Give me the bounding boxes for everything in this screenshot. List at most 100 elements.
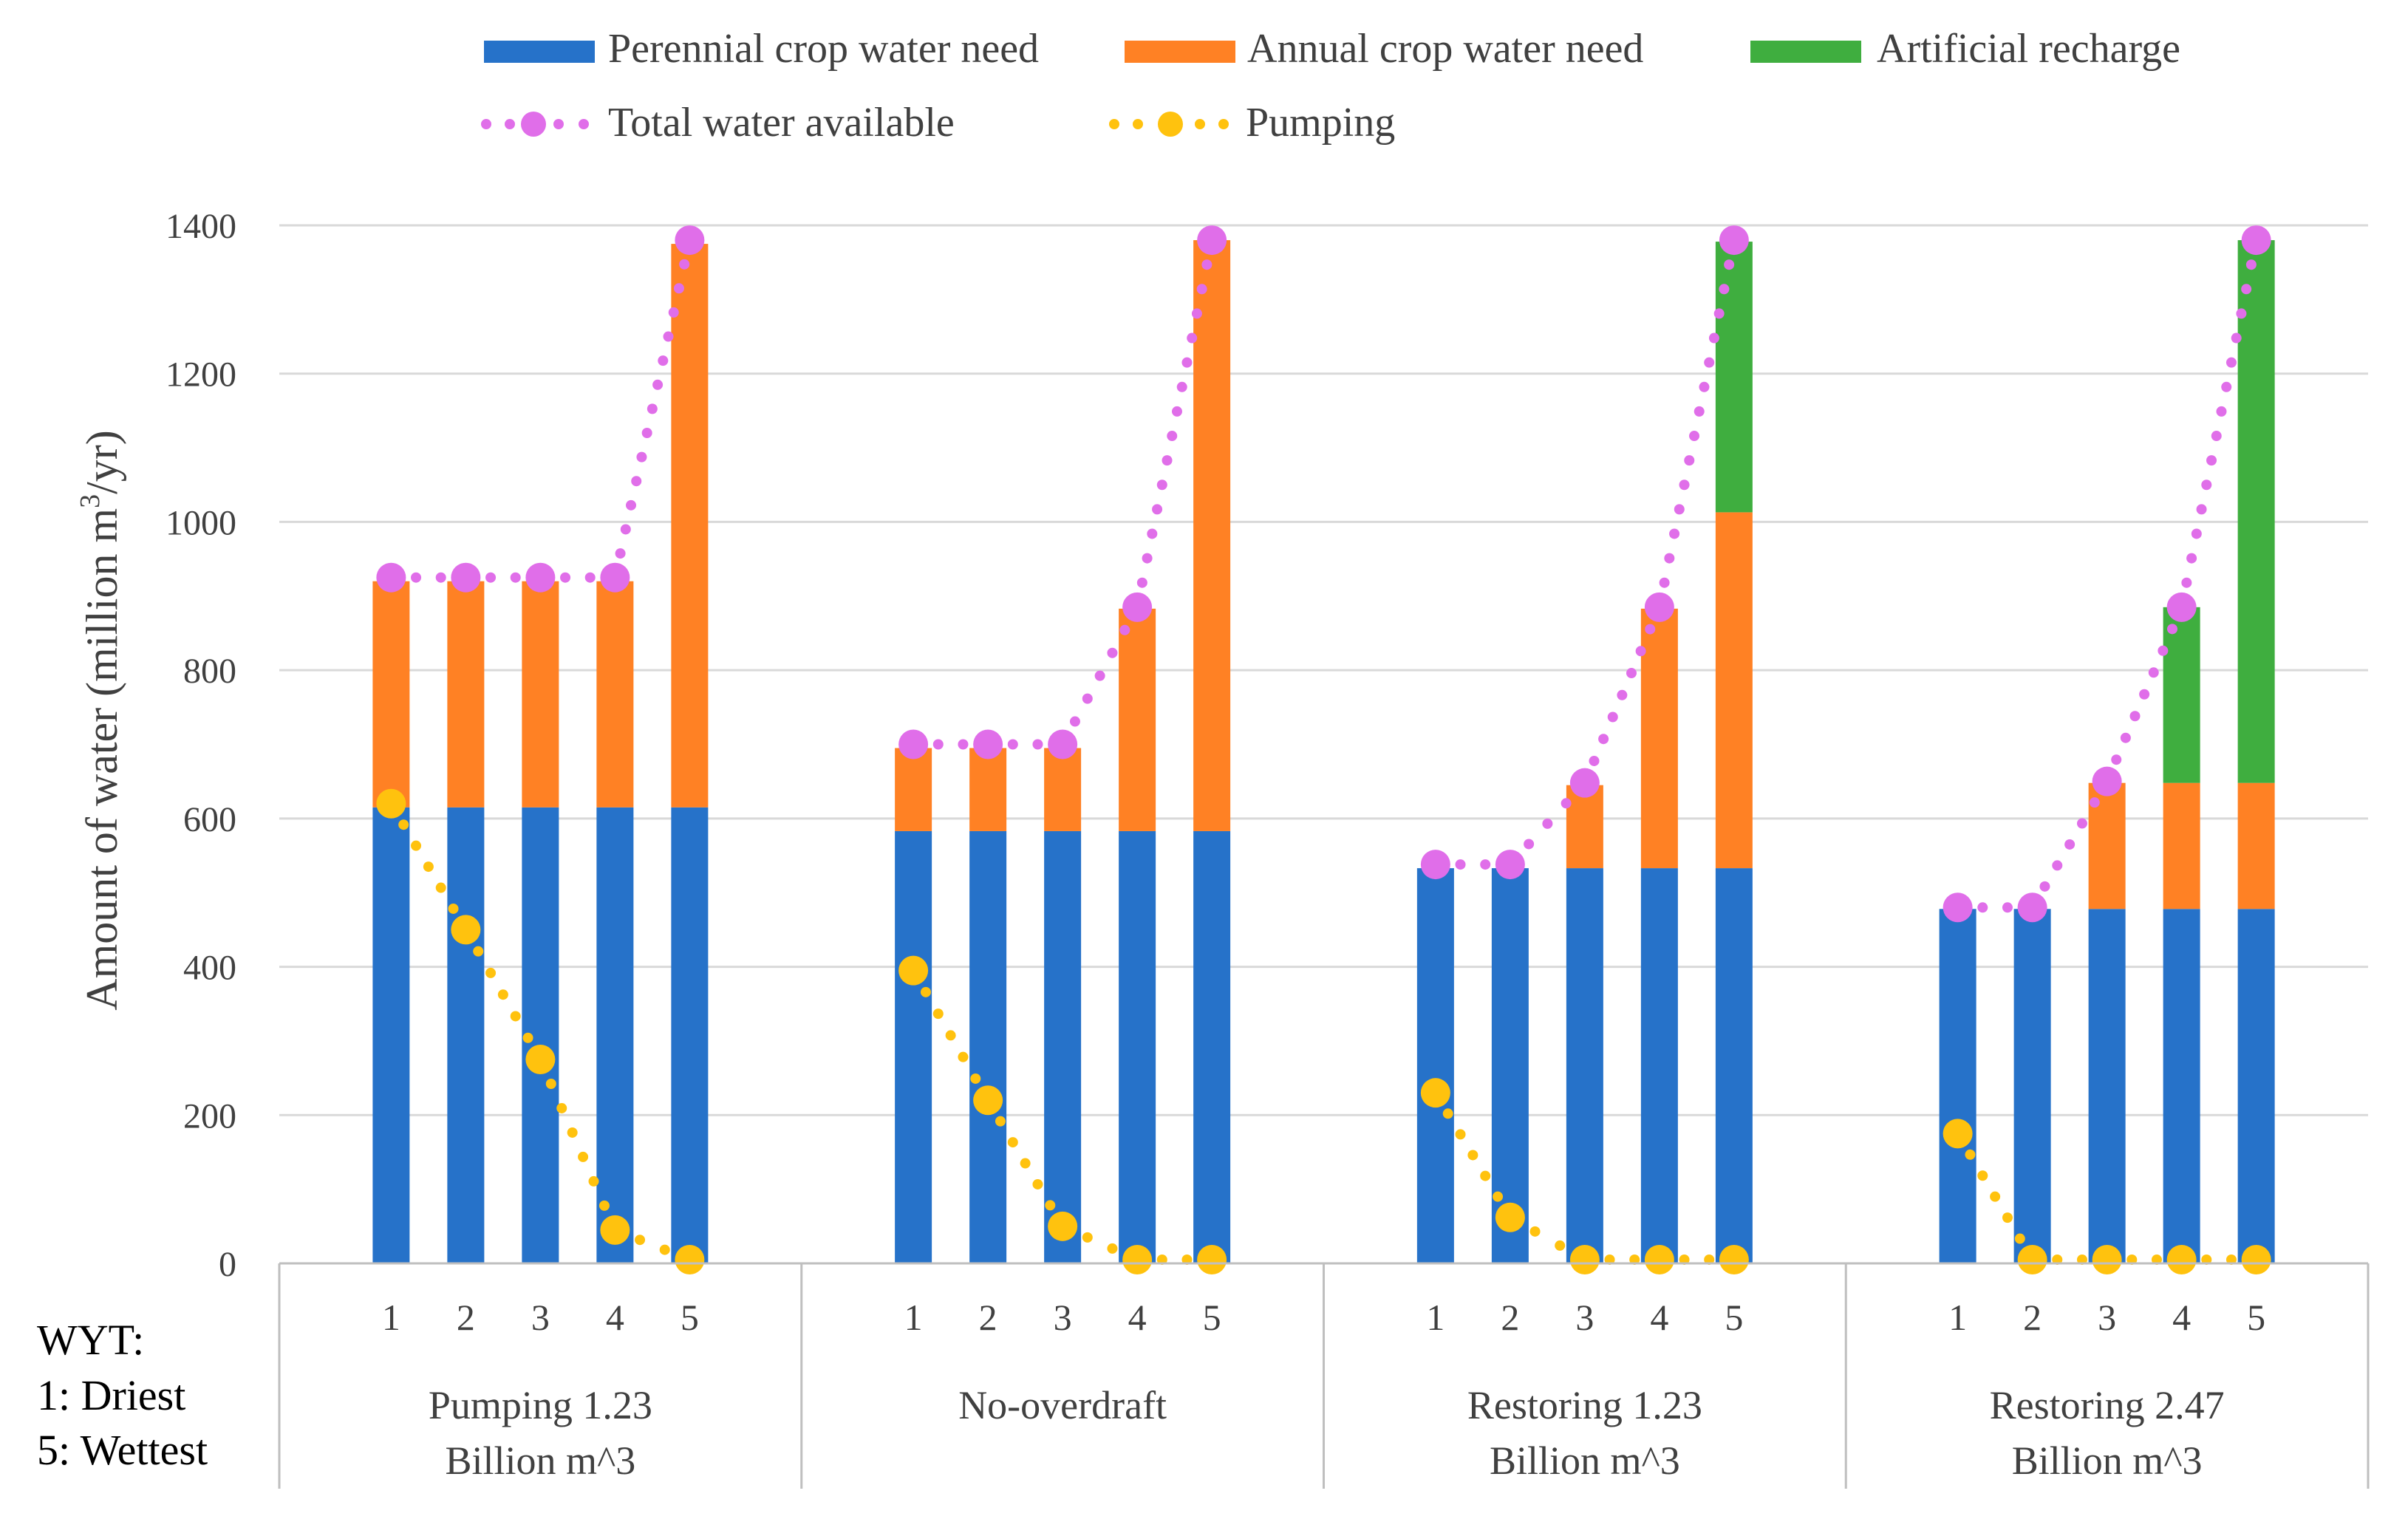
x-tick-label-g2-c2: 2 <box>979 1297 997 1338</box>
line-dot-total-g4 <box>2129 711 2141 722</box>
marker-total-g1-c5 <box>675 225 705 256</box>
bar-annual-g3-c3 <box>1566 785 1603 869</box>
line-dot-total-g3 <box>1689 431 1700 442</box>
marker-total-g1-c2 <box>451 562 481 593</box>
y-axis-label: Amount of water (million m3/yr) <box>75 430 126 1011</box>
line-dot-pumping-g1 <box>545 1078 556 1089</box>
group-label-line2-4: Billion m^3 <box>2012 1438 2203 1483</box>
line-dot-pumping-g4 <box>1990 1191 2001 1202</box>
line-dot-pumping-g1 <box>448 903 459 914</box>
y-tick-label-1400: 1400 <box>166 207 236 246</box>
line-dot-total-g1 <box>584 572 596 583</box>
line-dot-total-g1 <box>673 283 684 294</box>
line-dot-total-g3 <box>1561 798 1572 809</box>
x-tick-label-g2-c4: 4 <box>1128 1297 1147 1338</box>
line-dot-pumping-g3 <box>1555 1240 1566 1251</box>
line-dot-pumping-g2 <box>1032 1178 1043 1189</box>
bar-annual-g2-c2 <box>969 748 1007 831</box>
bar-perennial-g2-c3 <box>1044 830 1082 1263</box>
line-dot-total-g2 <box>1167 431 1178 442</box>
bar-annual-g4-c5 <box>2237 782 2275 909</box>
marker-total-g2-c4 <box>1122 592 1153 622</box>
line-dot-pumping-g2 <box>970 1073 981 1084</box>
x-tick-label-g4-c4: 4 <box>2172 1297 2191 1338</box>
line-dot-total-g1 <box>510 572 521 583</box>
line-dot-total-g4 <box>2148 667 2159 678</box>
marker-pumping-g1-c1 <box>376 788 406 819</box>
marker-pumping-g4-c1 <box>1943 1119 1973 1149</box>
line-dot-pumping-g4 <box>2052 1254 2063 1265</box>
line-dot-pumping-g2 <box>1020 1158 1031 1169</box>
marker-total-g3-c3 <box>1569 768 1600 798</box>
line-dot-pumping-g2 <box>1156 1254 1167 1265</box>
line-dot-total-g2 <box>1136 577 1147 588</box>
line-dot-total-g1 <box>647 403 658 414</box>
bar-recharge-g4-c4 <box>2163 607 2200 783</box>
bar-annual-g1-c1 <box>372 581 410 808</box>
line-dot-pumping-g3 <box>1480 1170 1491 1181</box>
line-dot-total-g2 <box>1171 406 1182 417</box>
line-dot-pumping-g1 <box>578 1151 589 1162</box>
y-tick-label-400: 400 <box>183 949 236 988</box>
line-dot-total-g1 <box>485 572 497 583</box>
marker-total-g1-c4 <box>600 562 630 593</box>
line-dot-total-g4 <box>2206 455 2217 466</box>
series-lines <box>376 225 2271 1274</box>
marker-pumping-g2-c3 <box>1048 1211 1078 1241</box>
line-dot-total-g2 <box>1147 528 1158 539</box>
line-dot-total-g2 <box>1107 647 1118 658</box>
marker-pumping-g3-c4 <box>1644 1244 1674 1274</box>
line-dot-pumping-g3 <box>1467 1150 1478 1161</box>
line-dot-pumping-g1 <box>473 946 484 957</box>
legend-swatch-pumping <box>1109 112 1229 137</box>
line-dot-pumping-g4 <box>1977 1170 1988 1181</box>
x-tick-label-g1-c1: 1 <box>382 1297 400 1338</box>
marker-pumping-g2-c1 <box>898 955 929 986</box>
marker-pumping-g1-c4 <box>600 1215 630 1245</box>
marker-total-g4-c1 <box>1943 892 1973 923</box>
line-dot-pumping-g1 <box>435 882 446 893</box>
x-tick-label-g3-c4: 4 <box>1650 1297 1668 1338</box>
y-tick-label-1200: 1200 <box>166 355 236 395</box>
line-dot-total-g4 <box>2076 818 2087 829</box>
y-axis-ticks: 0 200 400 600 800 1000 1200 1400 <box>166 207 236 1284</box>
bar-perennial-g2-c1 <box>895 830 932 1263</box>
line-dot-pumping-g2 <box>932 1008 944 1020</box>
line-dot-total-g2 <box>1069 716 1080 727</box>
line-dot-total-g1 <box>560 572 571 583</box>
line-dot-pumping-g4 <box>2126 1254 2138 1265</box>
line-dot-total-g4 <box>2120 732 2131 743</box>
wyt-driest: 1: Driest <box>37 1371 185 1419</box>
line-dot-pumping-g2 <box>920 986 931 997</box>
line-dot-total-g4 <box>2236 308 2247 319</box>
marker-total-g4-c4 <box>2166 592 2197 622</box>
line-dot-total-g4 <box>2221 381 2232 392</box>
line-dot-total-g4 <box>2216 406 2227 417</box>
bar-annual-g1-c3 <box>522 581 559 808</box>
x-tick-label-g4-c1: 1 <box>1948 1297 1967 1338</box>
line-dot-total-g1 <box>663 331 674 342</box>
x-tick-label-g4-c5: 5 <box>2247 1297 2265 1338</box>
line-dot-total-g2 <box>1094 670 1105 681</box>
x-tick-label-g2-c5: 5 <box>1203 1297 1221 1338</box>
line-dot-total-g4 <box>2052 860 2063 871</box>
line-dot-total-g4 <box>2167 624 2177 635</box>
line-dot-total-g3 <box>1719 284 1730 295</box>
line-dot-total-g2 <box>1007 739 1018 750</box>
line-dot-total-g4 <box>2039 881 2050 892</box>
line-dot-pumping-g2 <box>1045 1200 1056 1211</box>
bar-annual-g1-c4 <box>596 581 634 808</box>
line-dot-total-g2 <box>1201 259 1212 270</box>
line-dot-total-g2 <box>1032 739 1043 750</box>
line-dot-pumping-g2 <box>995 1116 1006 1127</box>
legend-label-pumping: Pumping <box>1246 100 1395 146</box>
line-dot-total-g3 <box>1645 624 1656 635</box>
line-dot-total-g1 <box>652 379 664 390</box>
group-label-line2-3: Billion m^3 <box>1490 1438 1680 1483</box>
bar-annual-g2-c3 <box>1044 748 1082 831</box>
marker-pumping-g2-c2 <box>973 1085 1003 1116</box>
x-tick-label-g1-c3: 3 <box>531 1297 550 1338</box>
marker-total-g3-c4 <box>1644 592 1674 622</box>
line-dot-total-g2 <box>1082 693 1093 704</box>
